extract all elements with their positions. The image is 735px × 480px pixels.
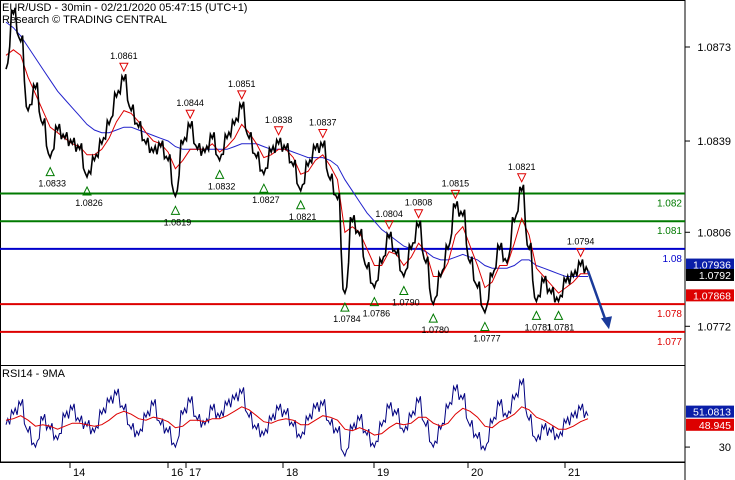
low-label-9: 1.0780 [422, 325, 450, 335]
x-tick-label-1: 16 [171, 467, 183, 479]
rsi-tag-label-1: 48.945 [699, 420, 731, 432]
low-label-5: 1.0821 [289, 212, 317, 222]
high-marker-8 [516, 173, 527, 183]
level-label-3: 1.078 [657, 309, 682, 320]
high-marker-4 [317, 129, 328, 139]
price-tag-box-0 [686, 258, 734, 271]
rsi-tag-box-1 [686, 418, 734, 431]
level-label-2: 1.08 [663, 254, 683, 265]
low-marker-10 [480, 321, 490, 331]
y-tick-label-1: 1.0839 [697, 136, 731, 148]
low-label-8: 1.0790 [392, 298, 420, 308]
high-label-8: 1.0821 [508, 162, 536, 172]
rsi-title: RSI14 - 9MA [2, 368, 66, 380]
high-label-1: 1.0844 [176, 98, 204, 108]
low-label-2: 1.0819 [164, 217, 192, 227]
low-label-6: 1.0784 [333, 314, 361, 324]
low-label-4: 1.0827 [252, 195, 280, 205]
low-marker-2 [170, 205, 181, 215]
price-tag-label-1: 1.0792 [699, 270, 731, 282]
low-label-3: 1.0832 [208, 181, 236, 191]
chart-subtitle: Research © TRADING CENTRAL [2, 14, 167, 26]
price-tag-label-2: 1.07868 [693, 290, 731, 302]
rsi-panel-frame [0, 365, 686, 463]
low-marker-7 [369, 296, 380, 307]
low-marker-12 [553, 310, 564, 320]
x-tick-label-0: 14 [73, 467, 85, 479]
low-marker-1 [82, 185, 92, 196]
x-tick-label-5: 20 [471, 467, 483, 479]
price-tag-box-2 [686, 289, 734, 302]
low-label-10: 1.0777 [473, 333, 501, 343]
low-marker-5 [295, 199, 306, 210]
x-tick-label-4: 19 [377, 467, 389, 479]
high-marker-9 [575, 247, 586, 258]
price-line [5, 7, 589, 315]
y-tick-label-0: 1.0873 [697, 42, 731, 54]
high-marker-3 [273, 126, 284, 136]
level-label-4: 1.077 [657, 337, 682, 348]
chart-title: EUR/USD - 30min - 02/21/2020 05:47:15 (U… [2, 2, 248, 14]
low-marker-11 [531, 310, 542, 320]
low-marker-8 [399, 285, 409, 296]
rsi-tick-label-0: 30 [719, 442, 731, 454]
low-marker-9 [428, 313, 439, 323]
high-label-7: 1.0815 [442, 178, 470, 188]
ma-red-line [5, 49, 588, 294]
high-label-3: 1.0838 [265, 115, 293, 125]
low-label-1: 1.0826 [75, 198, 103, 208]
x-tick-label-6: 21 [568, 467, 580, 479]
ma-blue-line [5, 21, 588, 277]
high-marker-6 [413, 209, 424, 219]
x-tick-label-3: 18 [286, 467, 298, 479]
high-marker-5 [384, 220, 394, 230]
price-tag-box-1 [686, 268, 734, 281]
low-marker-0 [45, 166, 56, 177]
high-marker-2 [236, 90, 247, 100]
y-tick-label-2: 1.0806 [697, 227, 731, 239]
y-tick-label-3: 1.0772 [697, 321, 731, 333]
high-label-6: 1.0808 [405, 198, 433, 208]
low-marker-6 [340, 301, 350, 312]
high-label-4: 1.0837 [309, 118, 337, 128]
projection-arrow-head [601, 316, 612, 330]
high-label-5: 1.0804 [375, 209, 403, 219]
low-label-7: 1.0786 [363, 309, 391, 319]
high-label-2: 1.0851 [228, 79, 256, 89]
rsi-ma-line [5, 406, 589, 436]
level-label-0: 1.082 [657, 199, 682, 210]
low-label-12: 1.0781 [547, 322, 575, 332]
high-marker-1 [185, 109, 195, 120]
high-marker-0 [119, 62, 129, 73]
high-label-0: 1.0861 [110, 51, 138, 61]
x-tick-label-2: 17 [189, 467, 201, 479]
rsi-tag-label-0: 51.0813 [693, 407, 731, 419]
level-label-1: 1.081 [657, 226, 682, 237]
price-tag-label-0: 1.07936 [693, 260, 731, 272]
rsi-tag-box-0 [686, 405, 734, 418]
rsi-line [5, 378, 589, 458]
low-marker-4 [259, 183, 269, 193]
low-marker-3 [214, 169, 225, 179]
projection-arrow-line [586, 270, 609, 325]
high-marker-7 [450, 189, 461, 200]
high-label-9: 1.0794 [567, 236, 595, 246]
low-label-11: 1.0781 [525, 322, 553, 332]
low-label-0: 1.0833 [38, 179, 66, 189]
